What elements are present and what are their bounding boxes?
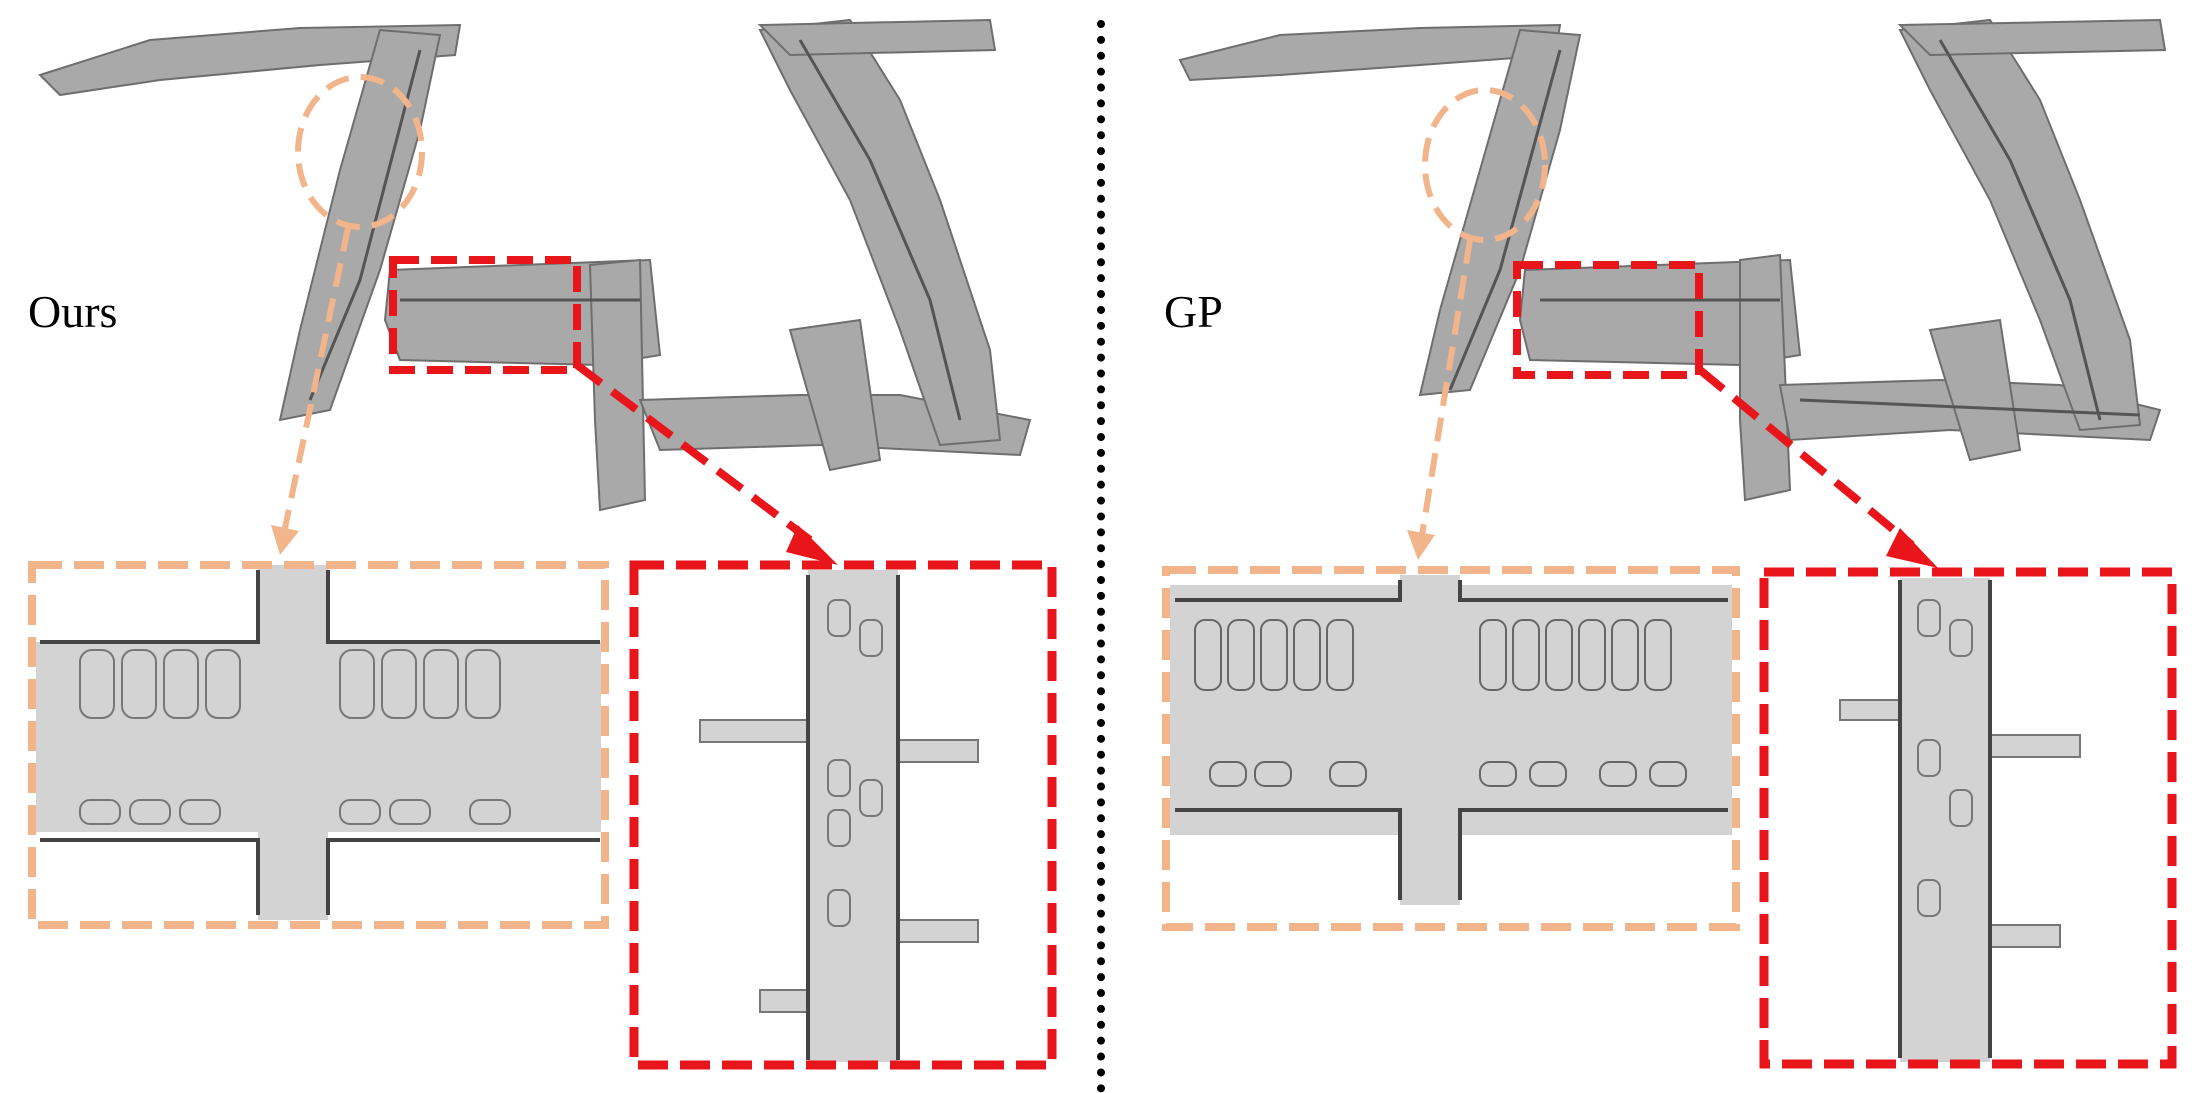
- mesh-overview-gp: [1178, 18, 2167, 502]
- arrowhead-orange-gp: [1407, 530, 1435, 560]
- box-highlight-gp: [1513, 261, 1703, 379]
- box-highlight-ours: [389, 256, 581, 374]
- arrow-box-to-zoom-gp: [1697, 366, 1915, 549]
- panel-gp: GP: [1100, 0, 2199, 1093]
- circle-highlight-ours: [295, 74, 425, 230]
- zoom-inset-orange-ours: [28, 561, 609, 929]
- arrow-circle-to-zoom-ours: [282, 227, 351, 529]
- arrow-box-to-zoom-ours: [574, 361, 813, 544]
- zoom-inset-orange-gp: [1162, 566, 1740, 931]
- arrow-circle-to-zoom-gp: [1419, 239, 1473, 536]
- circle-highlight-gp: [1422, 87, 1548, 243]
- mesh-overview-ours: [38, 18, 1032, 512]
- mesh-edges-ours: [308, 39, 962, 421]
- method-label-gp: GP: [1164, 286, 1223, 337]
- mesh-edges-gp: [1448, 39, 2141, 421]
- panel-divider: [1097, 20, 1105, 1093]
- arrowhead-orange-ours: [271, 525, 299, 555]
- method-label-ours: Ours: [28, 286, 118, 337]
- reconstruction-ours: [28, 18, 1057, 1070]
- arrowhead-red-ours: [786, 525, 838, 565]
- zoom-inset-red-ours: [629, 560, 1057, 1070]
- reconstruction-gp: [1162, 18, 2177, 1069]
- zoom-inset-red-gp: [1759, 567, 2177, 1069]
- arrowhead-red-gp: [1886, 528, 1938, 568]
- panel-ours: Ours: [0, 0, 1099, 1093]
